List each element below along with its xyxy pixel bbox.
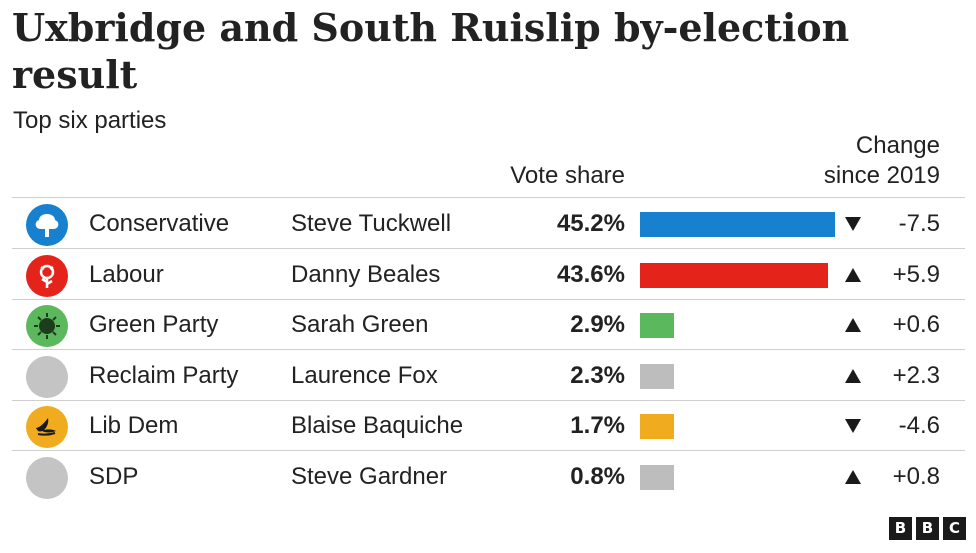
bbc-logo-letter-1: B: [889, 517, 912, 540]
table-row: Reclaim Party Laurence Fox 2.3% +2.3: [12, 351, 965, 401]
chart-subtitle: Top six parties: [13, 107, 167, 134]
chart-title: Uxbridge and South Ruislip by-election r…: [12, 5, 850, 97]
candidate-name: Laurence Fox: [291, 361, 438, 389]
bbc-logo: B B C: [889, 517, 966, 540]
vote-share-bar: [640, 414, 674, 440]
header-divider: [12, 197, 965, 198]
party-name: Reclaim Party: [89, 361, 239, 389]
table-row: Lib Dem Blaise Baquiche 1.7% -4.6: [12, 401, 965, 452]
blank-circle-icon: [26, 355, 68, 398]
table-row: Green Party Sarah Green 2.9% +0.6: [12, 300, 965, 351]
triangle-up-icon: [844, 317, 862, 333]
vote-share-label: 45.2%: [556, 210, 625, 237]
change-header: Change since 2019: [823, 132, 940, 189]
triangle-down-icon: [844, 418, 862, 434]
blank-circle-icon: [26, 457, 68, 499]
table-row: Labour Danny Beales 43.6% +5.9: [12, 250, 965, 300]
change-value: +0.6: [892, 311, 940, 339]
bbc-logo-letter-2: B: [916, 517, 939, 540]
change-value: +2.3: [892, 361, 940, 389]
candidate-name: Danny Beales: [291, 260, 441, 288]
party-name: Green Party: [89, 311, 219, 339]
candidate-name: Blaise Baquiche: [291, 412, 464, 440]
vote-share-header: Vote share: [510, 162, 625, 189]
vote-share-label: 0.8%: [570, 463, 625, 490]
tree-icon: [26, 204, 68, 246]
vote-share-label: 1.7%: [570, 412, 625, 440]
vote-share-bar: [640, 313, 674, 339]
change-value: +0.8: [892, 463, 940, 490]
triangle-up-icon: [844, 368, 862, 384]
rose-icon: [26, 254, 68, 297]
party-name: Labour: [89, 260, 164, 288]
change-value: -4.6: [898, 412, 940, 440]
triangle-down-icon: [844, 216, 862, 232]
party-name: SDP: [89, 463, 139, 490]
table-row: SDP Steve Gardner 0.8% +0.8: [12, 452, 965, 502]
candidate-name: Sarah Green: [291, 311, 429, 339]
vote-share-bar: [640, 212, 835, 237]
vote-share-label: 2.3%: [570, 361, 625, 389]
table-row: Conservative Steve Tuckwell 45.2% -7.5: [12, 199, 965, 249]
party-name: Conservative: [89, 210, 230, 237]
party-name: Lib Dem: [89, 412, 179, 440]
triangle-up-icon: [844, 267, 862, 283]
vote-share-label: 2.9%: [570, 311, 625, 339]
green-globe-icon: [26, 305, 68, 348]
vote-share-bar: [640, 363, 674, 389]
candidate-name: Steve Gardner: [291, 463, 448, 490]
change-value: -7.5: [898, 210, 940, 237]
triangle-up-icon: [844, 469, 862, 485]
bird-icon: [26, 406, 68, 449]
vote-share-bar: [640, 465, 674, 490]
candidate-name: Steve Tuckwell: [291, 210, 452, 237]
vote-share-bar: [640, 262, 829, 288]
vote-share-label: 43.6%: [556, 260, 625, 288]
change-value: +5.9: [892, 260, 940, 288]
bbc-logo-letter-3: C: [943, 517, 966, 540]
